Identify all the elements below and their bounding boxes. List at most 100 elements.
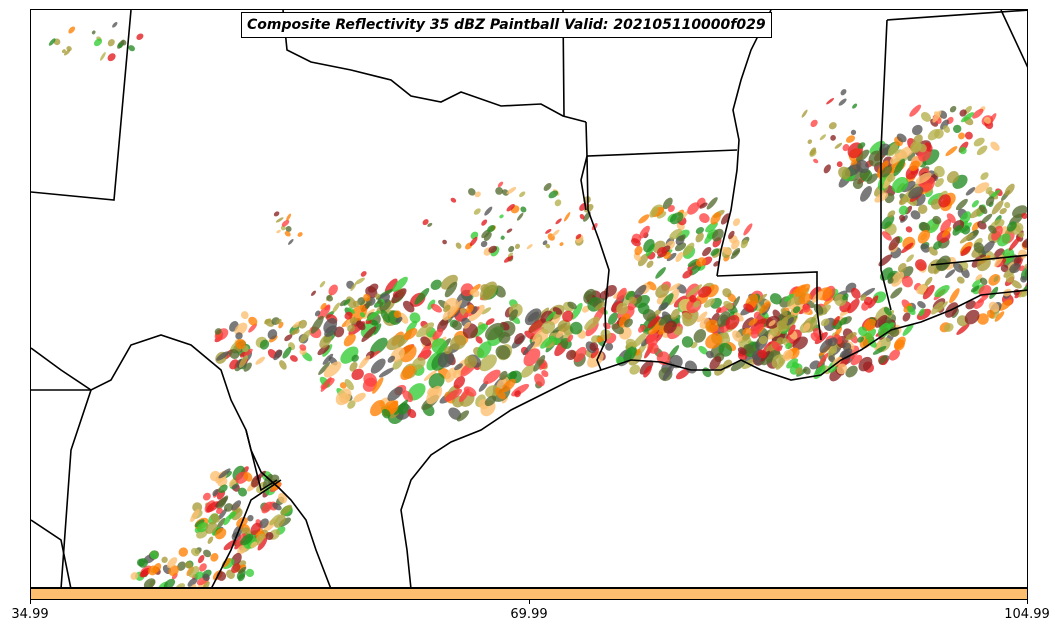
reflectivity-blob <box>1009 263 1021 274</box>
reflectivity-blob <box>368 283 379 293</box>
reflectivity-blob <box>143 578 156 587</box>
reflectivity-blobs <box>48 21 1027 587</box>
reflectivity-blob <box>194 519 205 528</box>
reflectivity-blob <box>475 336 483 344</box>
reflectivity-blob <box>455 242 462 249</box>
reflectivity-blob <box>372 377 384 394</box>
reflectivity-blob <box>205 521 218 534</box>
reflectivity-blob <box>705 350 714 359</box>
colorbar-tick-label-mid: 69.99 <box>510 607 548 622</box>
reflectivity-blob <box>858 326 868 337</box>
reflectivity-blob <box>324 325 338 337</box>
reflectivity-blob <box>743 303 755 313</box>
reflectivity-blob <box>699 202 708 209</box>
reflectivity-blob <box>328 284 338 296</box>
reflectivity-blob <box>192 502 203 513</box>
reflectivity-blob <box>381 408 391 419</box>
reflectivity-blob <box>197 555 205 564</box>
reflectivity-blob <box>834 142 843 149</box>
reflectivity-blob <box>514 390 521 398</box>
reflectivity-blob <box>402 390 413 403</box>
reflectivity-blob <box>1023 282 1027 291</box>
reflectivity-blob <box>499 214 504 219</box>
reflectivity-blob <box>218 508 228 520</box>
reflectivity-blob <box>384 278 398 294</box>
reflectivity-blob <box>693 300 701 308</box>
nm-tx-boundary <box>31 389 93 587</box>
reflectivity-blob <box>771 354 786 369</box>
ar-la-boundary <box>585 121 738 157</box>
reflectivity-blob <box>721 246 732 255</box>
reflectivity-blob <box>990 141 1000 151</box>
reflectivity-blob <box>647 342 659 354</box>
reflectivity-blob <box>499 370 508 381</box>
reflectivity-blob <box>387 355 396 363</box>
reflectivity-blob <box>128 45 135 52</box>
reflectivity-blob <box>344 311 353 320</box>
reflectivity-blob <box>240 311 249 320</box>
reflectivity-blob <box>531 326 545 336</box>
reflectivity-blob <box>387 386 403 402</box>
reflectivity-blob <box>705 319 719 333</box>
reflectivity-blob <box>168 565 179 576</box>
reflectivity-blob <box>351 368 364 381</box>
reflectivity-blob <box>203 549 212 558</box>
reflectivity-blob <box>958 132 965 140</box>
reflectivity-blob <box>540 310 554 324</box>
reflectivity-blob <box>267 329 278 340</box>
reflectivity-blob <box>539 362 546 370</box>
reflectivity-blob <box>190 508 200 522</box>
reflectivity-blob <box>705 221 718 233</box>
reflectivity-blob <box>269 514 281 526</box>
reflectivity-blob <box>985 186 993 195</box>
reflectivity-blob <box>136 558 145 567</box>
reflectivity-blob <box>229 359 239 370</box>
reflectivity-blob <box>662 363 675 381</box>
reflectivity-blob <box>509 309 518 321</box>
reflectivity-blob <box>740 239 749 249</box>
reflectivity-blob <box>832 315 840 326</box>
gulf-coast <box>400 289 1027 587</box>
reflectivity-blob <box>571 302 583 320</box>
reflectivity-blob <box>681 336 694 348</box>
reflectivity-blob <box>395 316 403 323</box>
reflectivity-blob <box>689 295 697 303</box>
reflectivity-blob <box>1020 276 1027 283</box>
reflectivity-blob <box>1000 264 1009 273</box>
reflectivity-blob <box>648 322 662 335</box>
reflectivity-blob <box>484 395 497 407</box>
reflectivity-blob <box>975 274 983 281</box>
reflectivity-blob <box>643 365 652 378</box>
reflectivity-blob <box>699 213 710 224</box>
reflectivity-blob <box>716 307 722 314</box>
reflectivity-blob <box>845 135 856 143</box>
reflectivity-blob <box>391 288 407 304</box>
reflectivity-blob <box>709 356 722 370</box>
reflectivity-blob <box>807 139 813 145</box>
reflectivity-blob <box>91 30 96 35</box>
reflectivity-blob <box>262 473 273 489</box>
reflectivity-blob <box>920 243 930 253</box>
reflectivity-blob <box>910 141 922 153</box>
reflectivity-blob <box>679 234 686 242</box>
reflectivity-blob <box>255 356 265 365</box>
reflectivity-blob <box>481 307 492 315</box>
colorbar-tick-label-max: 104.99 <box>1004 607 1050 622</box>
reflectivity-blob <box>819 134 827 141</box>
reflectivity-blob <box>1021 212 1027 219</box>
reflectivity-blob <box>280 225 286 231</box>
reflectivity-blob <box>786 358 799 369</box>
reflectivity-blob <box>817 352 829 368</box>
reflectivity-blob <box>638 214 650 224</box>
reflectivity-blob <box>834 326 842 337</box>
reflectivity-blob <box>566 349 577 360</box>
reflectivity-blob <box>359 312 366 318</box>
nm-ok-boundary <box>31 10 132 201</box>
reflectivity-blob <box>865 328 877 340</box>
reflectivity-blob <box>639 360 654 375</box>
reflectivity-blob <box>426 385 443 405</box>
reflectivity-blob <box>838 166 851 180</box>
reflectivity-blob <box>276 229 281 234</box>
reflectivity-blob <box>514 243 521 250</box>
reflectivity-blob <box>68 26 76 34</box>
